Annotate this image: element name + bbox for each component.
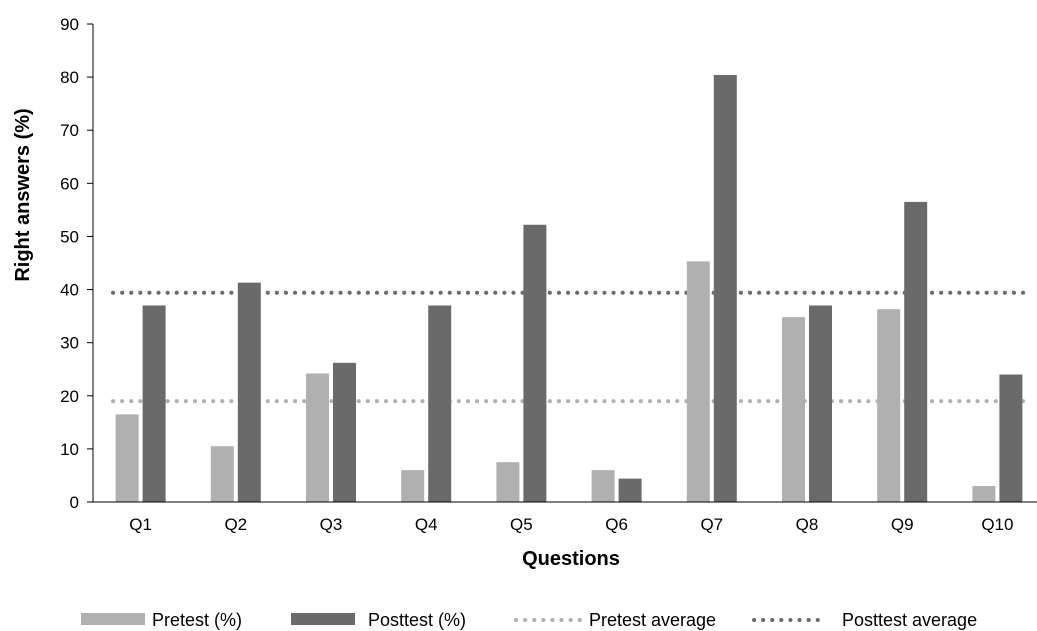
bars [115, 74, 1023, 502]
posttest-bar [904, 201, 928, 502]
y-tick-label: 50 [60, 227, 79, 246]
x-axis-title: Questions [522, 548, 620, 570]
y-tick-label: 20 [60, 387, 79, 406]
posttest-bar [999, 374, 1023, 502]
y-tick-label: 30 [60, 334, 79, 353]
x-tick-label: Q2 [224, 515, 247, 534]
y-axis: 0 10 20 30 40 50 60 70 80 90 [60, 15, 94, 512]
pretest-bar [877, 309, 901, 502]
legend-label: Pretest average [589, 610, 716, 630]
y-tick-label: 60 [60, 174, 79, 193]
legend-label: Posttest average [842, 610, 977, 630]
legend-label: Posttest (%) [368, 610, 466, 630]
pretest-bar [306, 373, 329, 502]
y-axis-title: Right answers (%) [12, 108, 34, 281]
y-tick-label: 70 [60, 121, 79, 140]
pretest-bar [210, 446, 234, 502]
pretest-bar [496, 462, 520, 502]
posttest-bar [713, 74, 737, 502]
pretest-bar [401, 470, 425, 502]
pretest-bar [782, 317, 805, 502]
x-tick-label: Q8 [796, 515, 819, 534]
posttest-bar [618, 478, 642, 502]
x-tick-label: Q7 [700, 515, 723, 534]
y-tick-label: 10 [60, 440, 79, 459]
pretest-bar [591, 470, 615, 502]
x-tick-label: Q10 [981, 515, 1013, 534]
x-tick-label: Q1 [129, 515, 152, 534]
x-axis: Q1 Q2 Q3 Q4 Q5 Q6 Q7 Q8 Q9 Q10 [93, 501, 1037, 534]
posttest-bar [142, 305, 166, 502]
posttest-bar [809, 305, 832, 502]
y-tick-label: 40 [60, 281, 79, 300]
legend-label: Pretest (%) [152, 610, 242, 630]
posttest-bar [523, 224, 547, 502]
x-tick-label: Q3 [320, 515, 343, 534]
posttest-bar [333, 362, 356, 502]
pretest-bar [115, 414, 139, 502]
pretest-bar [686, 261, 710, 502]
x-tick-label: Q6 [605, 515, 628, 534]
posttest-bar [428, 305, 452, 502]
x-tick-label: Q4 [415, 515, 438, 534]
pretest-bar [972, 486, 996, 502]
legend: Pretest (%) Posttest (%) Pretest average Po… [81, 610, 977, 630]
legend-swatch [81, 613, 145, 625]
x-tick-label: Q5 [510, 515, 533, 534]
posttest-bar [237, 282, 261, 502]
y-tick-label: 90 [60, 15, 79, 34]
legend-swatch [291, 613, 355, 625]
y-tick-label: 80 [60, 68, 79, 87]
y-tick-label: 0 [70, 493, 79, 512]
x-tick-label: Q9 [891, 515, 914, 534]
